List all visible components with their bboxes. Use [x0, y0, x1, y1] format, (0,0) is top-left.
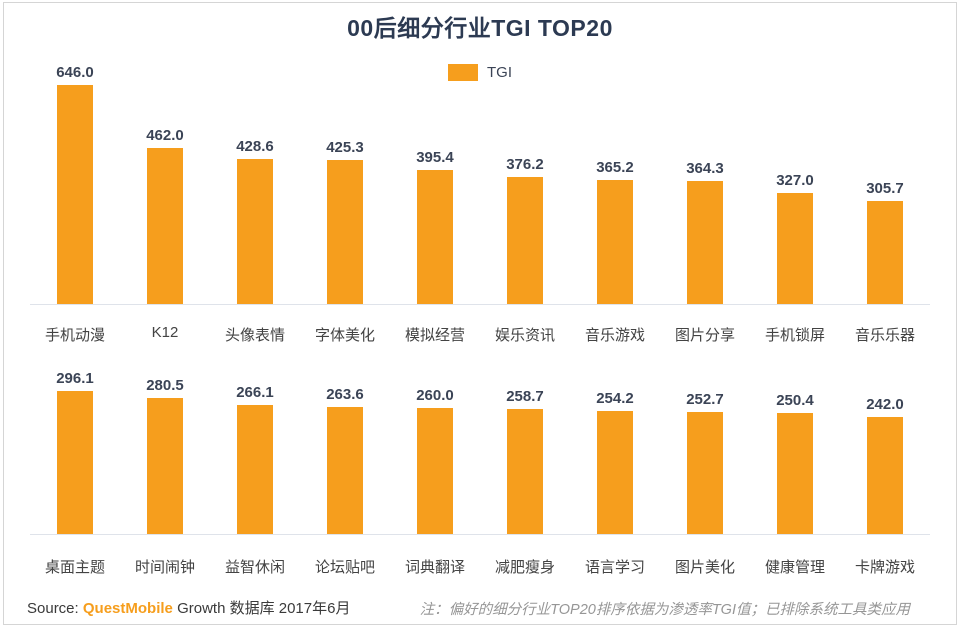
- tgi-bar: [327, 406, 363, 534]
- bar-value-label: 260.0: [416, 387, 454, 405]
- category-label: 时间闹钟: [134, 559, 195, 576]
- category-label: 健康管理: [764, 559, 825, 576]
- bar-value-label: 254.2: [596, 390, 634, 408]
- tgi-bar: [867, 200, 903, 304]
- category-row-bottom: 桌面主题 时间闹钟 益智休闲 论坛贴吧 词典翻译 减肥瘦身 语言学习 图片美化 健康管理 卡牌游戏: [30, 556, 930, 577]
- bar-column: 305.7: [840, 179, 930, 304]
- category-label: 图片分享: [674, 327, 735, 344]
- bar-value-label: 428.6: [236, 137, 274, 155]
- bar-column: 364.3: [660, 160, 750, 304]
- bar-value-label: 252.7: [686, 390, 724, 408]
- bar-column: 395.4: [390, 149, 480, 304]
- bar-value-label: 365.2: [596, 159, 634, 177]
- bar-value-label: 305.7: [866, 179, 904, 197]
- footnote: 注：偏好的细分行业TOP20排序依据为渗透率TGI值；已排除系统工具类应用: [419, 602, 910, 618]
- bar-column: 327.0: [750, 172, 840, 304]
- category-label: 模拟经营: [404, 327, 465, 344]
- tgi-bar: [237, 158, 273, 304]
- category-label: 头像表情: [224, 327, 285, 344]
- category-label: 娱乐资讯: [494, 327, 555, 344]
- legend-swatch-icon: [448, 64, 478, 81]
- tgi-bar: [147, 398, 183, 534]
- category-label: 手机锁屏: [764, 327, 825, 344]
- category-label: 手机动漫: [44, 327, 105, 344]
- bar-column: 258.7: [480, 388, 570, 534]
- tgi-bar: [417, 408, 453, 534]
- bar-column: 646.0: [30, 64, 120, 304]
- bar-value-label: 376.2: [506, 155, 544, 173]
- tgi-bar: [597, 180, 633, 304]
- source-brand: QuestMobile: [82, 600, 173, 617]
- category-label: 图片美化: [674, 559, 735, 576]
- bar-value-label: 280.5: [146, 377, 184, 395]
- category-label: 音乐游戏: [584, 327, 645, 344]
- category-label: 减肥瘦身: [494, 559, 555, 576]
- tgi-bar: [417, 170, 453, 304]
- bar-value-label: 242.0: [866, 396, 904, 413]
- category-label: 论坛贴吧: [314, 559, 375, 576]
- legend: TGI: [0, 64, 960, 81]
- tgi-bar: [507, 409, 543, 534]
- category-label: 词典翻译: [404, 559, 465, 576]
- tgi-bar: [507, 176, 543, 304]
- bar-column: 263.6: [300, 386, 390, 534]
- category-label: 益智休闲: [224, 559, 285, 576]
- bar-column: 252.7: [660, 391, 750, 534]
- bar-value-label: 266.1: [236, 384, 274, 402]
- bar-value-label: 296.1: [56, 369, 94, 387]
- bar-column: 280.5: [120, 377, 210, 534]
- tgi-bar: [777, 193, 813, 304]
- bar-value-label: 258.7: [506, 388, 544, 405]
- bar-value-label: 327.0: [776, 172, 814, 190]
- chart-title: 00后细分行业TGI TOP20: [347, 15, 613, 41]
- category-label: 字体美化: [314, 327, 375, 344]
- bar-value-label: 462.0: [146, 126, 184, 144]
- legend-label: TGI: [487, 64, 512, 81]
- tgi-bar: [147, 147, 183, 304]
- bar-value-label: 425.3: [326, 139, 364, 156]
- tgi-bar: [687, 180, 723, 304]
- source-line: Source: QuestMobile Growth 数据库 2017年6月: [27, 597, 350, 618]
- bar-value-label: 646.0: [56, 64, 94, 82]
- bar-column: 376.2: [480, 156, 570, 304]
- bar-column: 296.1: [30, 370, 120, 534]
- source-prefix: Source:: [27, 600, 79, 617]
- bar-value-label: 263.6: [326, 385, 364, 403]
- tgi-bar: [57, 390, 93, 534]
- tgi-bar: [327, 160, 363, 304]
- bar-column: 266.1: [210, 384, 300, 534]
- bar-column: 428.6: [210, 138, 300, 304]
- bar-column: 425.3: [300, 139, 390, 304]
- bar-column: 242.0: [840, 396, 930, 534]
- bar-column: 260.0: [390, 387, 480, 534]
- bar-column: 250.4: [750, 392, 840, 534]
- category-label: K12: [151, 324, 179, 341]
- category-label: 音乐乐器: [854, 327, 915, 344]
- tgi-bar: [777, 413, 813, 534]
- source-suffix: Growth 数据库 2017年6月: [177, 600, 351, 617]
- tgi-bar: [237, 405, 273, 534]
- bar-value-label: 250.4: [776, 392, 814, 409]
- category-label: 桌面主题: [44, 559, 105, 576]
- bar-row-top: 646.0 462.0 428.6 425.3 395.4 376.2 365.2 364.3…: [30, 60, 930, 305]
- category-label: 语言学习: [584, 559, 645, 576]
- bar-column: 254.2: [570, 390, 660, 534]
- tgi-bar: [57, 85, 93, 304]
- bar-value-label: 395.4: [416, 149, 454, 167]
- bar-row-bottom: 296.1 280.5 266.1 263.6 260.0 258.7 254.2 252.7…: [30, 370, 930, 535]
- bar-column: 462.0: [120, 127, 210, 304]
- bar-value-label: 364.3: [686, 159, 724, 177]
- bar-column: 365.2: [570, 159, 660, 304]
- tgi-bar: [597, 411, 633, 534]
- tgi-bar: [867, 417, 903, 534]
- tgi-bar: [687, 411, 723, 534]
- category-label: 卡牌游戏: [854, 559, 915, 576]
- category-row-top: 手机动漫 K12 头像表情 字体美化 模拟经营 娱乐资讯 音乐游戏 图片分享 手机锁屏 音乐乐器: [30, 324, 930, 345]
